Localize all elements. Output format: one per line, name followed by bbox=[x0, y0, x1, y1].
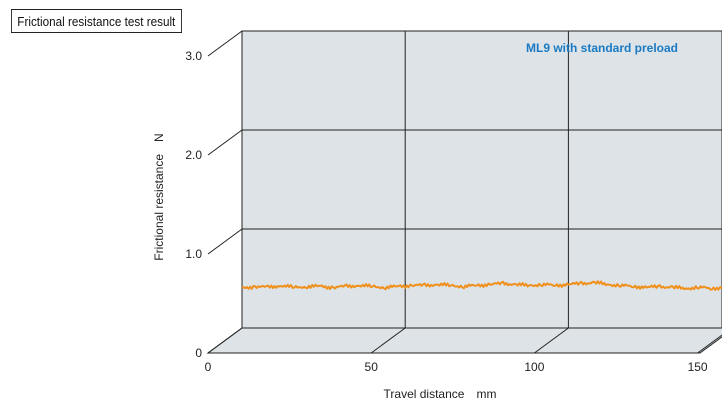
x-tick-label-3: 150 bbox=[688, 360, 708, 374]
depth-line-x-3 bbox=[697, 334, 722, 354]
chart-floor bbox=[206, 327, 722, 354]
series-annotation: ML9 with standard preload bbox=[526, 41, 678, 55]
y-tick-label-2: 2.0 bbox=[185, 148, 202, 162]
y-tick-label-3: 3.0 bbox=[185, 49, 202, 63]
tick-group: 0 1.0 2.0 3.0 0 50 100 150 bbox=[185, 49, 708, 374]
y-tick-label-0: 0 bbox=[195, 346, 202, 360]
chart-title: Frictional resistance test result bbox=[11, 9, 182, 33]
x-tick-label-0: 0 bbox=[205, 360, 212, 374]
y-tick-label-1: 1.0 bbox=[185, 247, 202, 261]
series-group bbox=[241, 280, 722, 291]
grid-lines bbox=[207, 30, 722, 354]
depth-line-y-3 bbox=[207, 30, 243, 57]
series-line-0 bbox=[241, 280, 722, 291]
plot-area bbox=[241, 30, 722, 329]
y-axis-label: Frictional resistance N bbox=[152, 133, 166, 260]
x-tick-label-2: 100 bbox=[524, 360, 544, 374]
x-tick-label-1: 50 bbox=[365, 360, 379, 374]
depth-line-y-0 bbox=[207, 327, 243, 354]
depth-line-x-1 bbox=[370, 327, 406, 354]
x-axis-label: Travel distance mm bbox=[384, 387, 497, 401]
depth-line-x-2 bbox=[534, 327, 569, 354]
depth-line-y-1 bbox=[207, 228, 243, 255]
depth-line-y-2 bbox=[207, 129, 243, 156]
